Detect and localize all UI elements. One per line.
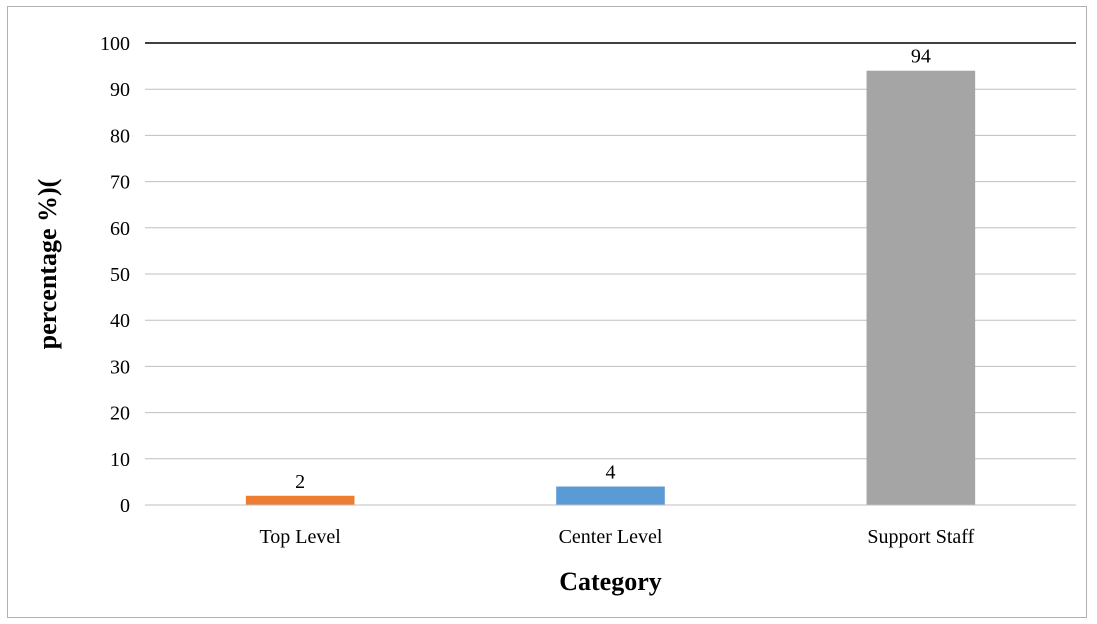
category-label: Top Level <box>259 526 341 548</box>
y-tick-label: 70 <box>110 172 130 194</box>
y-tick-label: 80 <box>110 125 130 147</box>
y-tick-label: 90 <box>110 79 130 101</box>
y-tick-label: 40 <box>110 310 130 332</box>
y-axis-title: percentage %)( <box>33 179 62 350</box>
data-label: 2 <box>295 471 305 493</box>
bar-support-staff <box>866 70 976 505</box>
bars <box>245 70 976 505</box>
data-label: 94 <box>911 46 931 68</box>
x-axis-categories: Top Level Center Level Support Staff <box>259 526 974 548</box>
y-tick-label: 30 <box>110 356 130 378</box>
data-labels: 2 4 94 <box>295 46 931 493</box>
bar-center-level <box>556 486 665 505</box>
y-axis-ticks: 0 10 20 30 40 50 60 70 80 90 100 <box>100 33 130 517</box>
y-tick-label: 0 <box>120 495 130 517</box>
category-label: Support Staff <box>867 526 974 548</box>
bar-top-level <box>245 495 355 505</box>
data-label: 4 <box>606 462 616 484</box>
y-tick-label: 100 <box>100 33 130 55</box>
y-tick-label: 60 <box>110 218 130 240</box>
y-tick-label: 50 <box>110 264 130 286</box>
y-tick-label: 10 <box>110 449 130 471</box>
y-tick-label: 20 <box>110 403 130 425</box>
x-axis-title: Category <box>559 567 662 596</box>
category-label: Center Level <box>559 526 663 548</box>
